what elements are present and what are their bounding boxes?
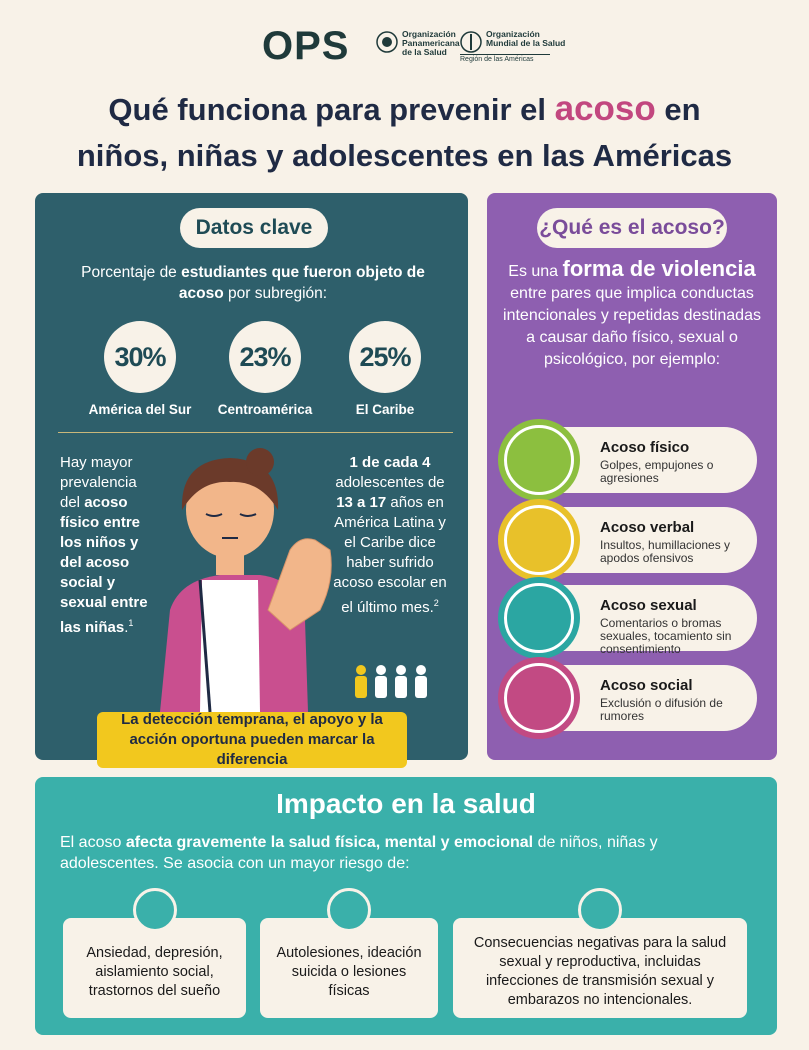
impact-icon bbox=[327, 888, 371, 932]
datos-intro: Porcentaje de estudiantes que fueron obj… bbox=[70, 262, 436, 304]
text: Es una bbox=[508, 263, 559, 280]
stat-region: América del Sur bbox=[88, 402, 192, 417]
text-bold: afecta gravemente la salud física, menta… bbox=[125, 834, 534, 851]
text-bold: acoso físico entre los niños y del acoso… bbox=[60, 494, 148, 636]
type-ring bbox=[504, 505, 574, 575]
girl-illustration bbox=[160, 448, 332, 712]
left-text: Hay mayor prevalencia del acoso físico e… bbox=[60, 453, 158, 638]
type-row: Acoso sexual Comentarios o bromas sexual… bbox=[498, 577, 757, 659]
type-ring bbox=[504, 425, 574, 495]
who-icon bbox=[460, 31, 482, 53]
stat-value: 25% bbox=[349, 321, 421, 393]
type-row: Acoso físico Golpes, empujones o agresio… bbox=[498, 419, 757, 501]
org1: Organización Panamericana de la Salud bbox=[402, 30, 460, 57]
stat-value: 30% bbox=[104, 321, 176, 393]
text: de niños, niñas y adolescentes. Se asoci… bbox=[60, 834, 658, 872]
banner: La detección temprana, el apoyo y la acc… bbox=[97, 711, 407, 768]
type-circle bbox=[498, 577, 580, 659]
text-bold: 13 a 17 bbox=[336, 494, 387, 511]
type-desc: Insultos, humillaciones y apodos ofensiv… bbox=[600, 538, 731, 565]
stat-region: El Caribe bbox=[355, 402, 415, 417]
text: por subregión: bbox=[228, 285, 328, 302]
type-circle bbox=[498, 419, 580, 501]
globe-icon bbox=[376, 31, 398, 53]
text-bold: 1 de cada 4 bbox=[349, 454, 431, 471]
org-line: Panamericana bbox=[402, 38, 460, 48]
impact-card: Consecuencias negativas para la salud se… bbox=[453, 918, 747, 1018]
org2: Organización Mundial de la Salud bbox=[486, 30, 565, 48]
type-circle bbox=[498, 657, 580, 739]
type-title: Acoso sexual bbox=[600, 597, 697, 614]
title-line: Qué funciona para prevenir el acoso en bbox=[0, 86, 809, 133]
title-highlight: acoso bbox=[554, 89, 656, 128]
type-desc: Comentarios o bromas sexuales, tocamient… bbox=[600, 616, 732, 656]
title-line: niños, niñas y adolescentes en las Améri… bbox=[76, 138, 733, 173]
stat-value: 23% bbox=[229, 321, 301, 393]
type-circle bbox=[498, 499, 580, 581]
impacto-intro: El acoso afecta gravemente la salud físi… bbox=[60, 832, 750, 874]
text: Hay mayor prevalencia del bbox=[60, 454, 137, 511]
logo: OPS bbox=[262, 24, 350, 68]
text: años en América Latina y el Caribe dice … bbox=[333, 494, 447, 616]
text-bold: forma de violencia bbox=[562, 256, 756, 281]
footnote: 1 bbox=[128, 618, 134, 628]
text: adolescentes de bbox=[335, 474, 445, 491]
type-ring bbox=[504, 583, 574, 653]
text: . bbox=[124, 619, 129, 636]
right-text: 1 de cada 4 adolescentes de 13 a 17 años… bbox=[328, 453, 452, 618]
divider bbox=[58, 432, 453, 433]
impact-card: Autolesiones, ideación suicida o lesione… bbox=[260, 918, 438, 1018]
impact-card: Ansiedad, depresión, aislamiento social,… bbox=[63, 918, 246, 1018]
text: El acoso bbox=[60, 834, 122, 851]
acoso-heading: ¿Qué es el acoso? bbox=[537, 208, 727, 248]
title: Qué funciona para prevenir el acoso en n… bbox=[0, 86, 809, 179]
datos-heading: Datos clave bbox=[180, 208, 328, 248]
type-row: Acoso verbal Insultos, humillaciones y a… bbox=[498, 499, 757, 581]
title-text: en bbox=[664, 92, 701, 127]
footnote: 2 bbox=[433, 598, 439, 608]
type-title: Acoso físico bbox=[600, 439, 690, 456]
text: entre pares que implica conductas intenc… bbox=[503, 285, 761, 368]
type-row: Acoso social Exclusión o difusión de rum… bbox=[498, 657, 757, 739]
region: Región de las Américas bbox=[460, 54, 550, 63]
org-line: Organización bbox=[402, 29, 456, 39]
title-text: Qué funciona para prevenir el bbox=[108, 92, 546, 127]
impacto-heading: Impacto en la salud bbox=[276, 788, 536, 819]
impact-icon bbox=[133, 888, 177, 932]
type-desc: Golpes, empujones o agresiones bbox=[600, 458, 714, 485]
type-ring bbox=[504, 663, 574, 733]
people-icon bbox=[355, 665, 427, 698]
acoso-def: Es una forma de violencia entre pares qu… bbox=[500, 258, 764, 371]
type-title: Acoso verbal bbox=[600, 519, 695, 536]
text: Porcentaje de bbox=[81, 264, 177, 281]
text-bold: estudiantes que fueron objeto de acoso bbox=[178, 264, 425, 302]
stat-region: Centroamérica bbox=[217, 402, 313, 417]
type-title: Acoso social bbox=[600, 677, 693, 694]
org-line: de la Salud bbox=[402, 47, 447, 57]
type-desc: Exclusión o difusión de rumores bbox=[600, 696, 723, 723]
org-line: Organización bbox=[486, 29, 540, 39]
impact-icon bbox=[578, 888, 622, 932]
org-line: Mundial de la Salud bbox=[486, 38, 566, 48]
